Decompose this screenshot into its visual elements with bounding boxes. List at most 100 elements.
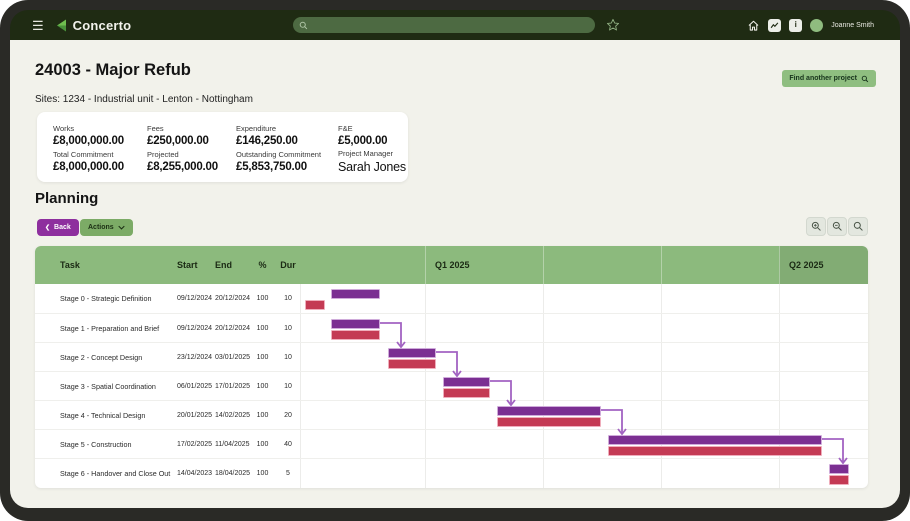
task-duration: 10: [284, 383, 292, 390]
gantt-task-row[interactable]: Stage 6 - Handover and Close Out 14/04/20…: [35, 458, 868, 487]
planned-bar[interactable]: [331, 319, 380, 329]
header-seam: [543, 246, 544, 284]
page-title: 24003 - Major Refub: [35, 61, 191, 79]
zoom-in-button[interactable]: [806, 217, 826, 236]
trend-chart-icon: [770, 22, 779, 28]
planning-heading: Planning: [35, 190, 99, 207]
task-percent: 100: [256, 383, 269, 390]
stat-total-commitment: Total Commitment £8,000,000.00: [53, 149, 124, 173]
gantt-task-row[interactable]: Stage 1 - Preparation and Brief 09/12/202…: [35, 313, 868, 342]
planned-bar[interactable]: [497, 406, 601, 416]
actual-bar[interactable]: [497, 417, 601, 427]
task-percent: 100: [256, 354, 269, 361]
quarter-shade: [779, 246, 868, 284]
zoom-in-icon: [811, 221, 821, 231]
task-end: 18/04/2025: [215, 470, 251, 477]
favorite-star-icon[interactable]: [606, 18, 620, 32]
global-search-input[interactable]: [308, 20, 589, 30]
task-duration: 10: [284, 354, 292, 361]
quarter-label: Q2 2025: [789, 260, 824, 270]
zoom-reset-button[interactable]: [848, 217, 868, 236]
header-seam: [779, 246, 780, 284]
brand-name: Concerto: [72, 17, 132, 33]
zoom-out-button[interactable]: [827, 217, 847, 236]
home-icon[interactable]: [747, 19, 760, 32]
month-gridline: [661, 284, 662, 488]
task-name: Stage 3 - Spatial Coordination: [60, 382, 156, 391]
dashboard-icon[interactable]: [768, 18, 782, 32]
task-name: Stage 2 - Concept Design: [60, 353, 143, 362]
header-seam: [661, 246, 662, 284]
actual-bar[interactable]: [829, 475, 849, 485]
column-header-end: End: [215, 260, 232, 270]
header-seam: [425, 246, 426, 284]
month-gridline: [425, 284, 426, 488]
gantt-task-row[interactable]: Stage 5 - Construction 17/02/2025 11/04/20…: [35, 429, 868, 458]
planned-bar[interactable]: [388, 348, 436, 358]
stat-projected: Projected £8,255,000.00: [147, 149, 218, 173]
task-start: 09/12/2024: [177, 325, 213, 332]
task-end: 20/12/2024: [215, 295, 251, 302]
month-gridline: [543, 284, 544, 488]
actual-bar[interactable]: [331, 330, 380, 340]
actual-bar[interactable]: [443, 388, 490, 398]
task-end: 17/01/2025: [215, 383, 251, 390]
gantt-task-row[interactable]: Stage 0 - Strategic Definition 09/12/2024…: [35, 284, 868, 313]
stat-fe: F&E £5,000.00: [338, 123, 388, 147]
column-header-pct: %: [258, 260, 267, 270]
month-gridline: [779, 284, 780, 488]
task-end: 14/02/2025: [215, 412, 251, 419]
table-chart-divider: [300, 284, 301, 488]
planned-bar[interactable]: [331, 289, 380, 299]
planned-bar[interactable]: [443, 377, 490, 387]
task-start: 06/01/2025: [177, 383, 213, 390]
task-name: Stage 0 - Strategic Definition: [60, 294, 152, 303]
stat-outstanding-commitment: Outstanding Commitment £5,853,750.00: [236, 149, 322, 173]
menu-icon[interactable]: ☰: [32, 17, 44, 33]
gantt-task-row[interactable]: Stage 3 - Spatial Coordination 06/01/2025…: [35, 371, 868, 400]
task-percent: 100: [256, 470, 269, 477]
task-duration: 20: [284, 412, 292, 419]
global-search: [293, 17, 595, 33]
page-content: 24003 - Major Refub Find another project…: [10, 40, 900, 508]
gantt-rows: Stage 0 - Strategic Definition 09/12/2024…: [35, 284, 868, 488]
task-end: 20/12/2024: [215, 325, 251, 332]
task-percent: 100: [256, 412, 269, 419]
user-name: Joanne Smith: [831, 21, 874, 29]
actual-bar[interactable]: [608, 446, 822, 456]
task-percent: 100: [256, 325, 269, 332]
gantt-task-row[interactable]: Stage 4 - Technical Design 20/01/2025 14/0…: [35, 400, 868, 429]
gantt-task-row[interactable]: Stage 2 - Concept Design 23/12/2024 03/01/…: [35, 342, 868, 371]
planned-bar[interactable]: [608, 435, 822, 445]
info-icon[interactable]: i: [789, 18, 803, 32]
column-header-start: Start: [177, 260, 198, 270]
task-duration: 10: [284, 295, 292, 302]
task-end: 03/01/2025: [215, 354, 251, 361]
back-button[interactable]: ❮ Back: [37, 219, 79, 236]
app-logo[interactable]: Concerto: [54, 18, 132, 33]
actual-bar[interactable]: [305, 300, 325, 310]
financial-summary-card: Works £8,000,000.00 Fees £250,000.00 Exp…: [37, 112, 408, 182]
gantt-chart-card: Task Start End % Dur Q1 2025 Q2 2025 Stag…: [35, 246, 868, 488]
chevron-left-icon: ❮: [45, 225, 51, 231]
task-duration: 5: [286, 470, 290, 477]
concerto-logo-icon: [56, 19, 66, 31]
find-another-project-button[interactable]: Find another project: [782, 70, 876, 87]
task-start: 17/02/2025: [177, 441, 213, 448]
task-start: 20/01/2025: [177, 412, 213, 419]
actions-button[interactable]: Actions: [80, 219, 133, 236]
planned-bar[interactable]: [829, 464, 849, 474]
top-navbar: ☰ Concerto: [10, 10, 900, 40]
task-end: 11/04/2025: [215, 441, 250, 448]
task-name: Stage 1 - Preparation and Brief: [60, 324, 160, 333]
search-icon: [299, 21, 308, 29]
actual-bar[interactable]: [388, 359, 436, 369]
task-percent: 100: [256, 441, 269, 448]
avatar[interactable]: [810, 18, 824, 32]
stat-expenditure: Expenditure £146,250.00: [236, 123, 298, 147]
task-start: 14/04/2023: [177, 470, 213, 477]
task-name: Stage 4 - Technical Design: [60, 411, 146, 420]
magnifier-icon: [853, 221, 863, 231]
task-start: 09/12/2024: [177, 295, 213, 302]
